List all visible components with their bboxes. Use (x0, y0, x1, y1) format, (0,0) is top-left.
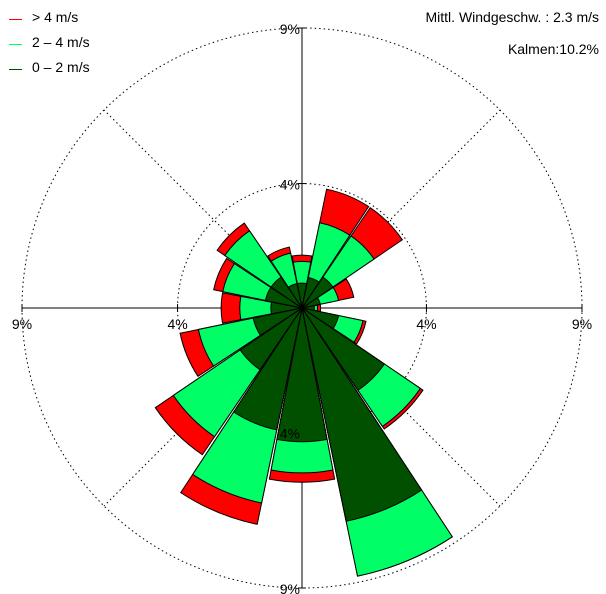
wind-petals (154, 188, 454, 577)
petal-ese-speed-0-2 (301, 307, 340, 330)
radial-tick-label-north-9: 9% (280, 21, 300, 37)
petal-ne-speed-0-2 (301, 276, 334, 309)
grid-diagonal (103, 109, 303, 309)
radial-tick-label-east-4: 4% (416, 316, 436, 332)
petal-nw-speed-0-2 (270, 276, 303, 309)
radial-tick-label-north-4: 4% (280, 177, 300, 193)
petal-ssw-speed-0-2 (232, 307, 303, 431)
petal-s-speed-0-2 (276, 307, 328, 443)
radial-tick-label-west-4: 4% (167, 316, 187, 332)
mean-wind-speed-text: Mittl. Windgeschw. : 2.3 m/s (425, 9, 600, 25)
radial-tick-label-east-9: 9% (572, 316, 592, 332)
petal-sw-speed-0-2 (239, 307, 303, 371)
petal-wsw-speed-0-2 (252, 307, 303, 337)
calms-text: Kalmen:10.2% (507, 41, 599, 57)
legend-swatch-0to2 (9, 69, 22, 70)
legend-label-0to2: 0 – 2 m/s (32, 59, 90, 75)
radial-tick-label-west-9: 9% (12, 316, 32, 332)
petal-sse-speed-0-2 (301, 307, 423, 522)
legend-swatch-2to4 (9, 44, 22, 45)
legend-swatch-gt4 (9, 19, 22, 20)
legend-label-2to4: 2 – 4 m/s (32, 34, 90, 50)
petal-se-speed-0-2 (301, 307, 386, 392)
radial-tick-label-south-4: 4% (280, 425, 300, 441)
radial-tick-label-south-9: 9% (280, 581, 300, 594)
legend-label-gt4: > 4 m/s (32, 9, 79, 25)
petal-wnw-speed-0-2 (264, 286, 303, 309)
grid-diagonal (301, 109, 501, 309)
radial-tick-labels: 4% 4% 4% 4% 9% 9% 9% 9% (12, 21, 592, 594)
petal-nnw-speed-0-2 (287, 283, 303, 309)
